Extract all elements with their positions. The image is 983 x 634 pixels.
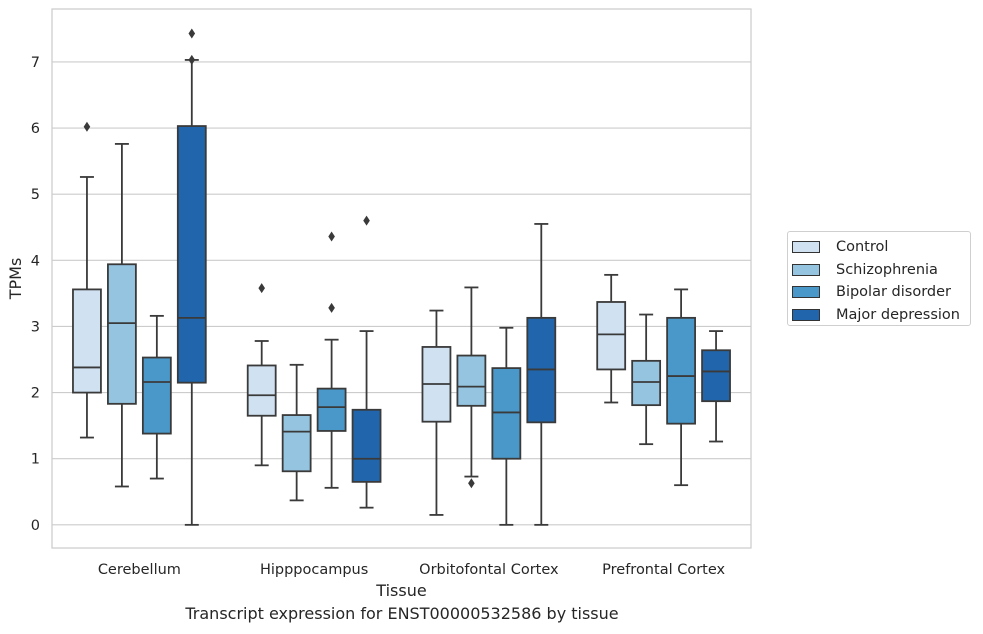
box-iqr	[666, 316, 696, 425]
box-iqr	[176, 125, 207, 384]
box-major-depression	[526, 223, 557, 526]
box-iqr	[631, 359, 662, 407]
outlier-point	[363, 215, 370, 226]
box-schizophrenia	[631, 313, 662, 446]
box-bipolar-disorder	[666, 288, 696, 487]
outlier-point	[328, 302, 335, 313]
box-control	[246, 283, 277, 467]
legend-entry: Schizophrenia	[792, 259, 970, 282]
box-control	[421, 309, 452, 516]
legend-swatch	[792, 286, 820, 299]
legend: Control Schizophrenia Bipolar disorder Majo…	[787, 231, 971, 326]
box-plots	[72, 28, 731, 526]
legend-swatch	[792, 241, 820, 254]
box-major-depression	[176, 28, 207, 526]
box-iqr	[456, 354, 487, 407]
box-control	[72, 121, 102, 439]
y-tick-label: 6	[31, 121, 40, 137]
y-tick-label: 5	[31, 187, 40, 203]
x-tick-label: Orbitofontal Cortex	[419, 562, 559, 578]
legend-label: Bipolar disorder	[836, 284, 951, 301]
box-iqr	[246, 364, 277, 417]
box-iqr	[281, 414, 312, 473]
legend-label: Schizophrenia	[836, 261, 938, 278]
box-major-depression	[351, 215, 382, 509]
x-tick-label: Cerebellum	[98, 562, 181, 578]
legend-swatch	[792, 263, 820, 276]
y-tick-labels: 0 1 2 3 4 5 6 7	[31, 55, 40, 534]
box-iqr	[316, 387, 347, 432]
box-schizophrenia	[456, 286, 487, 489]
box-iqr	[141, 356, 172, 435]
legend-entry: Major depression	[792, 304, 970, 327]
legend-entry: Bipolar disorder	[792, 281, 970, 304]
chart-caption: Transcript expression for ENST0000053258…	[185, 604, 619, 623]
y-tick-label: 4	[31, 253, 40, 269]
outlier-point	[188, 28, 196, 39]
x-axis-label: Tissue	[375, 581, 426, 600]
y-tick-label: 3	[31, 319, 40, 335]
outlier-point	[468, 478, 475, 489]
box-bipolar-disorder	[141, 314, 172, 480]
y-tick-label: 7	[31, 55, 40, 71]
legend-entry: Control	[792, 236, 970, 259]
y-axis-label: TPMs	[6, 258, 25, 301]
legend-label: Major depression	[836, 306, 960, 323]
box-iqr	[72, 288, 102, 394]
box-iqr	[351, 408, 382, 483]
box-bipolar-disorder	[316, 231, 347, 489]
legend-label: Control	[836, 239, 889, 256]
box-major-depression	[701, 330, 731, 443]
box-iqr	[596, 301, 627, 371]
outlier-point	[188, 54, 196, 65]
plot-area-frame	[51, 8, 752, 549]
box-bipolar-disorder	[491, 326, 522, 526]
box-iqr	[107, 263, 137, 405]
outlier-point	[328, 231, 335, 242]
y-tick-label: 0	[31, 518, 40, 534]
box-iqr	[701, 349, 731, 403]
x-tick-label: Hipppocampus	[260, 562, 368, 578]
box-control	[596, 273, 627, 404]
x-tick-labels: Cerebellum Hipppocampus Orbitofontal Corte…	[98, 562, 726, 578]
legend-swatch	[792, 308, 820, 321]
outlier-point	[83, 121, 91, 132]
y-tick-label: 2	[31, 386, 40, 402]
y-tick-label: 1	[31, 452, 40, 468]
x-tick-label: Prefrontal Cortex	[602, 562, 725, 578]
box-schizophrenia	[107, 143, 137, 488]
box-schizophrenia	[281, 363, 312, 502]
box-iqr	[491, 367, 522, 460]
outlier-point	[258, 283, 265, 294]
